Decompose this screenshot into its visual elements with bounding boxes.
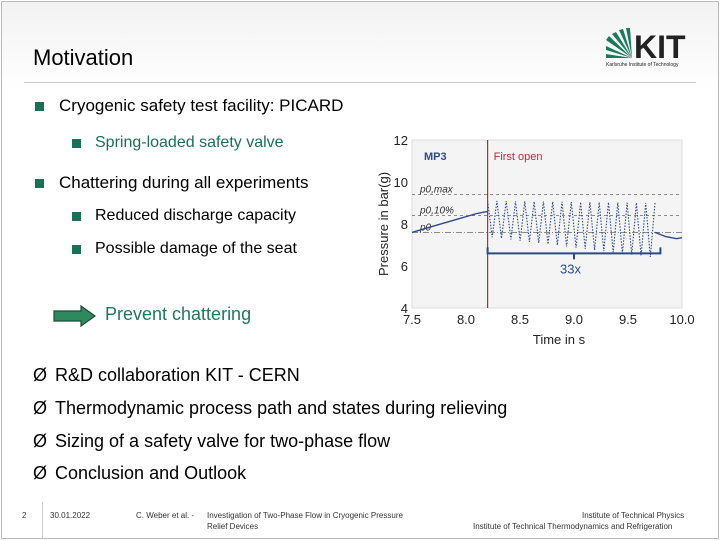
checklist-item: Ø Sizing of a safety valve for two-phase … <box>33 431 391 451</box>
y-tick-label: 4 <box>401 301 408 316</box>
annotation-bracket <box>486 247 662 260</box>
series-label: MP3 <box>424 151 447 163</box>
footer-institute-2: Institute of Technical Thermodynamics an… <box>473 522 673 531</box>
bullet-chattering: Chattering during all experiments <box>59 173 309 192</box>
checklist-item: Ø Thermodynamic process path and states d… <box>33 398 508 418</box>
header-divider <box>24 82 696 83</box>
first-open-label: First open <box>494 151 543 163</box>
prevent-chattering-callout: Prevent chattering <box>105 304 252 324</box>
x-tick-label: 9.0 <box>565 312 583 327</box>
bullet-discharge: Reduced discharge capacity <box>95 207 297 224</box>
bullet-marker <box>72 212 81 221</box>
bullet-picard: Cryogenic safety test facility: PICARD <box>59 96 344 115</box>
footer-date: 30.01.2022 <box>50 511 91 520</box>
bullet-safety-valve: Spring-loaded safety valve <box>95 134 284 151</box>
series-rise <box>411 210 488 234</box>
y-tick-label: 8 <box>401 217 408 232</box>
kit-logo-subtext: Karlsruhe Institute of Technology <box>606 62 679 68</box>
y-tick-label: 6 <box>401 259 408 274</box>
annotation-label: 33x <box>560 261 581 276</box>
footer-talk-title: Investigation of Two-Phase Flow in Cryog… <box>207 511 403 520</box>
slide-title: Motivation <box>33 45 134 70</box>
series-tail <box>654 231 683 240</box>
x-tick-label: 8.5 <box>511 312 529 327</box>
header-band <box>2 2 718 90</box>
y-tick-label: 12 <box>394 133 408 148</box>
x-tick-label: 8.0 <box>457 312 475 327</box>
kit-logo-rays <box>606 28 632 58</box>
bullet-seat-damage: Possible damage of the seat <box>95 240 297 257</box>
x-tick-label: 7.5 <box>403 312 421 327</box>
checklist-item: Ø Conclusion and Outlook <box>33 463 247 483</box>
footer-page-number: 2 <box>22 511 27 520</box>
bullet-marker <box>72 139 81 148</box>
reference-label: p0,max <box>419 185 454 196</box>
x-tick-label: 10.0 <box>669 312 694 327</box>
footer-author: C. Weber et al. - <box>136 511 195 520</box>
footer-institute: Institute of Technical Physics <box>582 511 685 520</box>
footer-divider <box>42 502 43 538</box>
plot-area <box>411 139 683 309</box>
check-arrow-icon: Ø <box>33 431 48 451</box>
check-arrow-icon: Ø <box>33 365 48 385</box>
y-axis-label: Pressure in bar(g) <box>376 172 391 276</box>
kit-logo-text: KIT <box>634 29 686 65</box>
bullet-marker <box>35 102 44 111</box>
x-axis-label: Time in s <box>533 332 586 347</box>
y-tick-label: 10 <box>394 175 408 190</box>
series-oscillation <box>487 200 656 258</box>
x-tick-label: 9.5 <box>619 312 637 327</box>
reference-label: p0,10% <box>419 206 454 217</box>
bullet-marker <box>35 179 44 188</box>
kit-logo: KIT <box>606 28 686 65</box>
check-arrow-icon: Ø <box>33 398 48 418</box>
footer-talk-title-2: Relief Devices <box>207 522 259 531</box>
check-arrow-icon: Ø <box>33 463 48 483</box>
checklist-item: Ø R&D collaboration KIT - CERN <box>33 365 300 385</box>
bullet-marker <box>72 245 81 254</box>
arrow-icon <box>53 305 97 327</box>
